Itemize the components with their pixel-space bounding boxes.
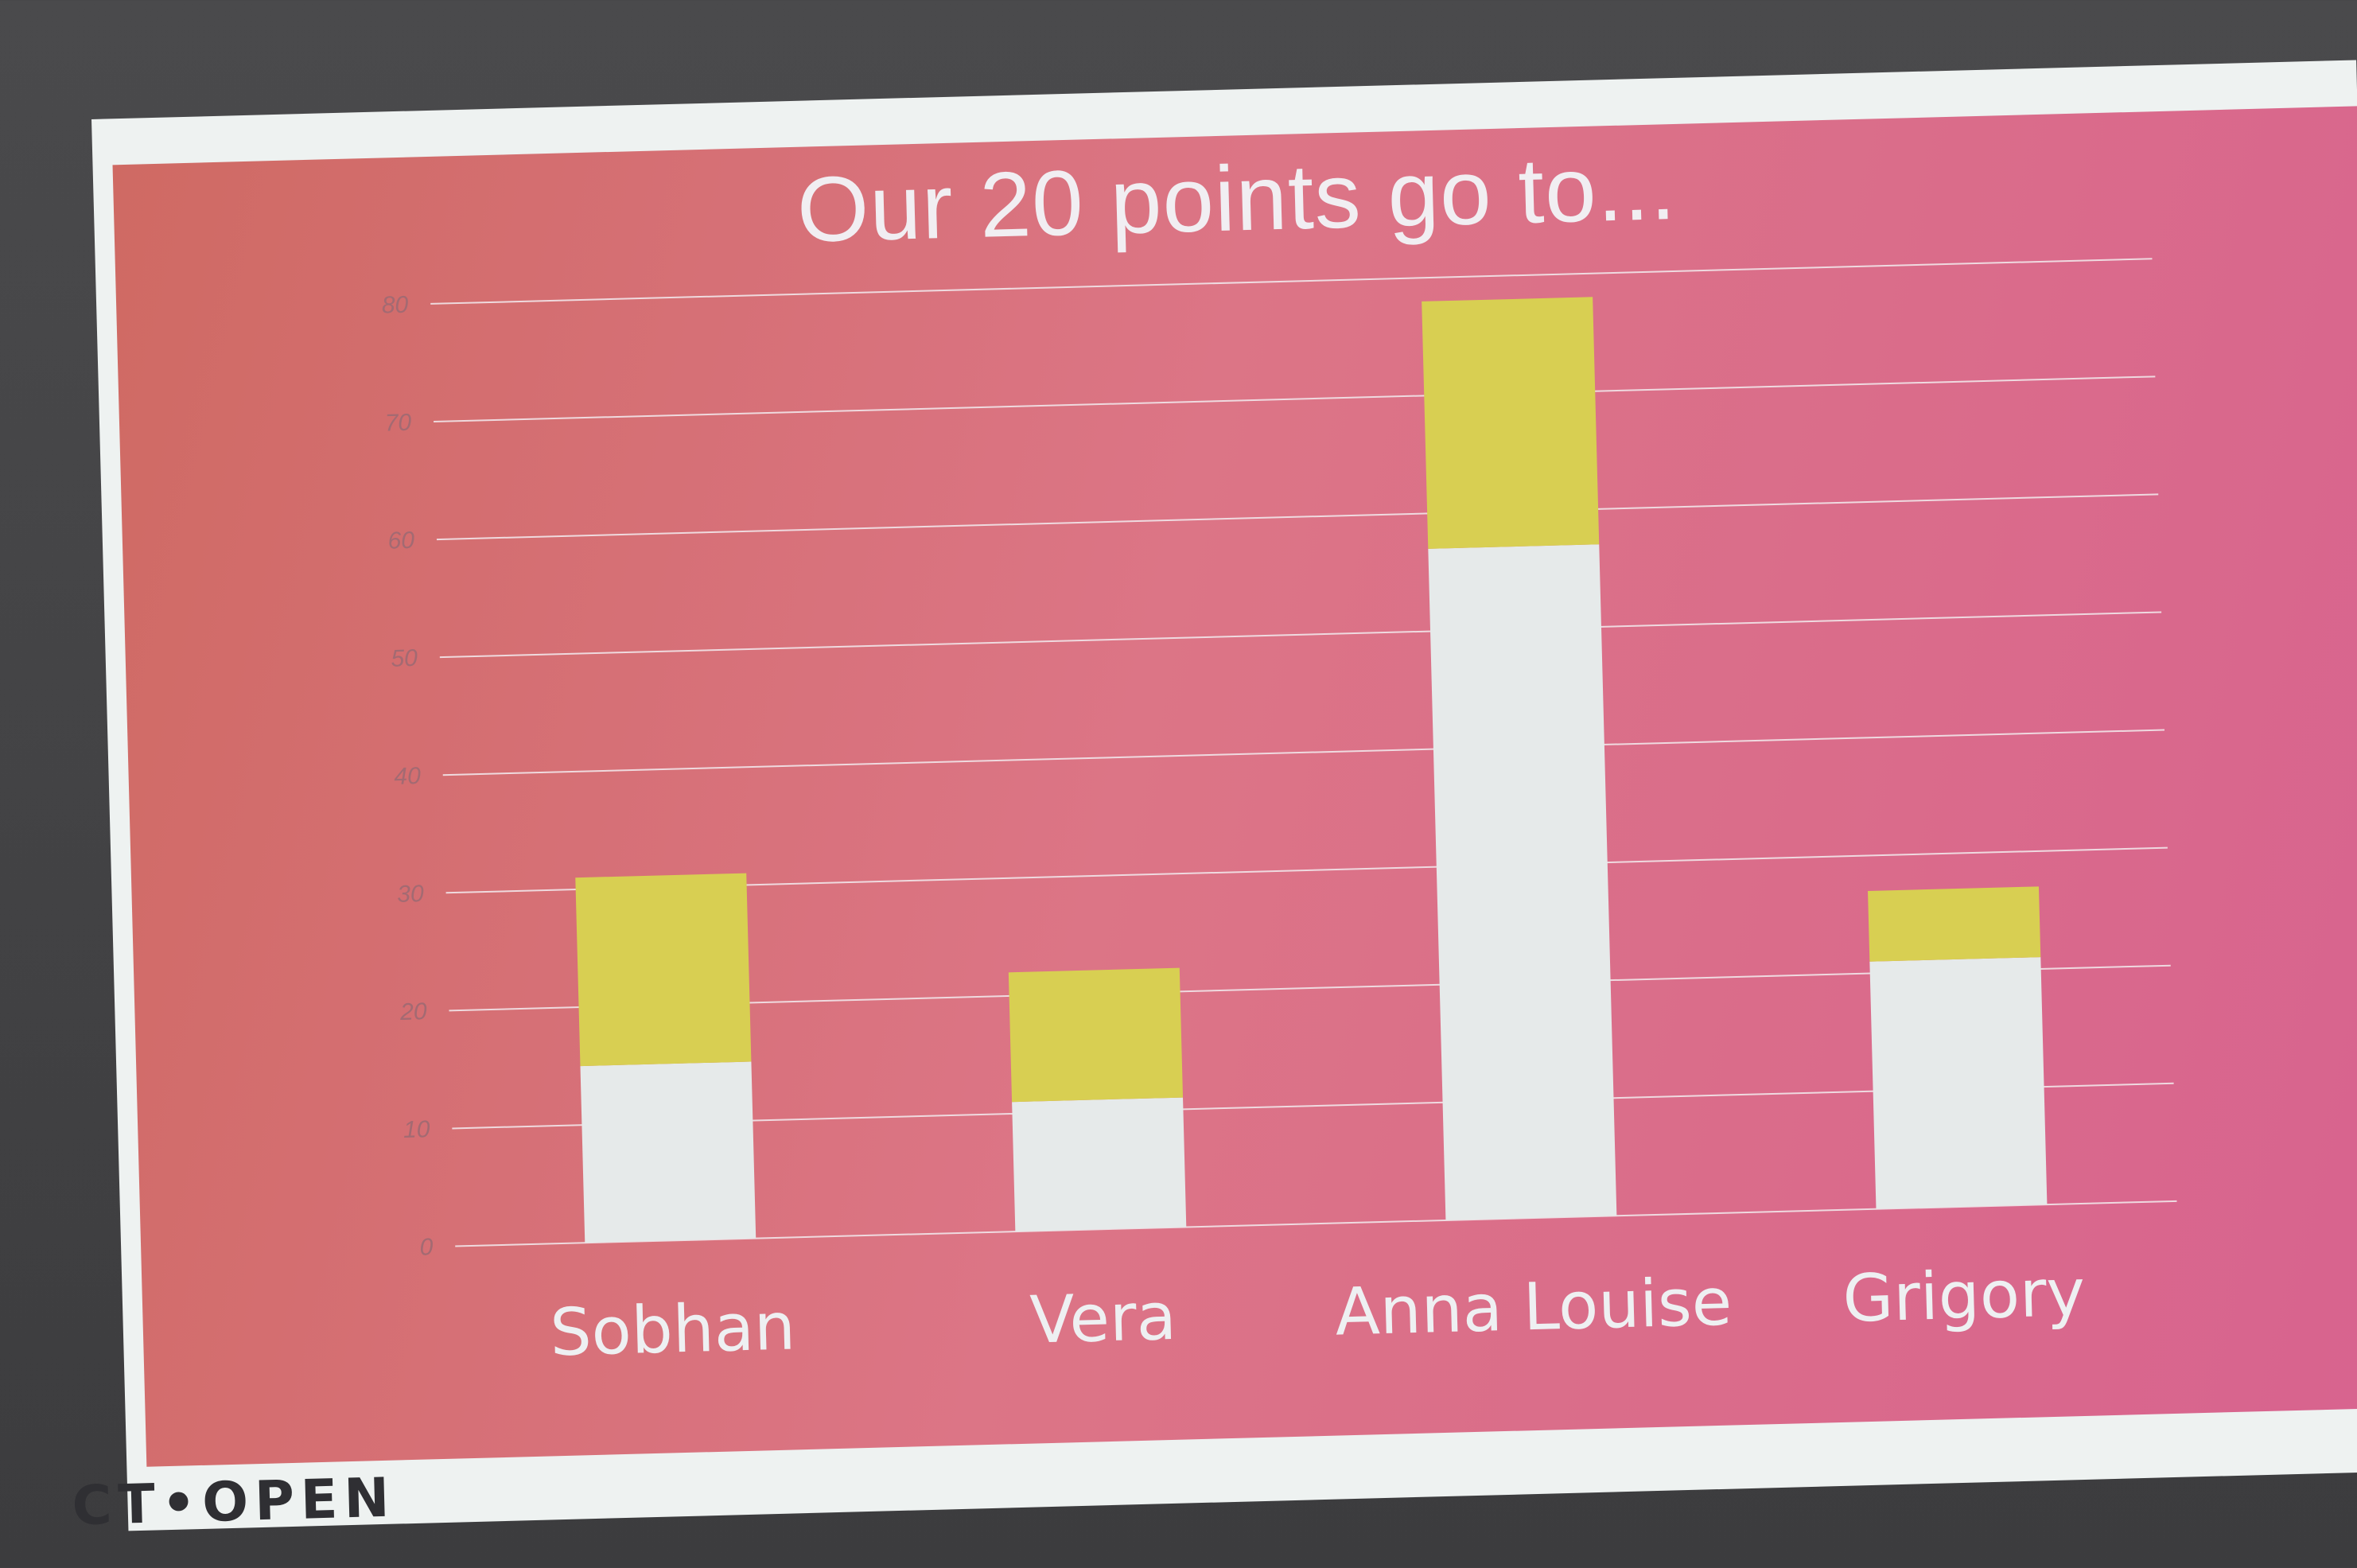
bar-segment [1012,1097,1187,1232]
gridline [434,375,2156,422]
bar-segment [1868,886,2041,962]
gridline [442,729,2165,776]
bar-segment [1008,967,1184,1103]
y-tick-label: 20 [399,998,428,1025]
brand-logo: CT•OPEN [71,1466,397,1539]
gridline [439,611,2162,659]
slide: Our 20 points go to... 0 10 20 30 40 50 60 70 80… [112,106,2357,1467]
category-label: Grigory [1842,1255,2086,1337]
y-tick-label: 0 [419,1234,434,1260]
bar-segment [1422,297,1600,549]
axis-labels: 0 10 20 30 40 50 60 70 80 Sobhan Vera Anna Louise Gr… [381,292,2086,1372]
category-label: Anna Louise [1334,1265,1733,1351]
bar-segment [575,873,752,1067]
y-tick-label: 10 [403,1116,431,1143]
category-label: Sobhan [549,1289,796,1371]
y-tick-label: 70 [384,410,412,437]
gridline [436,493,2159,541]
bar-segment [580,1061,756,1243]
projector-screen: Our 20 points go to... 0 10 20 30 40 50 60 70 80… [72,60,2357,1538]
y-tick-label: 60 [387,527,415,554]
y-tick-label: 30 [397,881,425,908]
category-label: Vera [1029,1279,1177,1359]
bar-segment [1869,957,2048,1209]
y-tick-label: 80 [381,292,409,319]
gridline [430,258,2153,305]
y-tick-label: 50 [391,645,418,672]
stacked-bar-chart: 0 10 20 30 40 50 60 70 80 Sobhan Vera Anna Louise Gr… [381,258,2177,1372]
bar-segment [1428,544,1617,1220]
bars [575,297,2048,1243]
y-tick-label: 40 [394,763,422,790]
